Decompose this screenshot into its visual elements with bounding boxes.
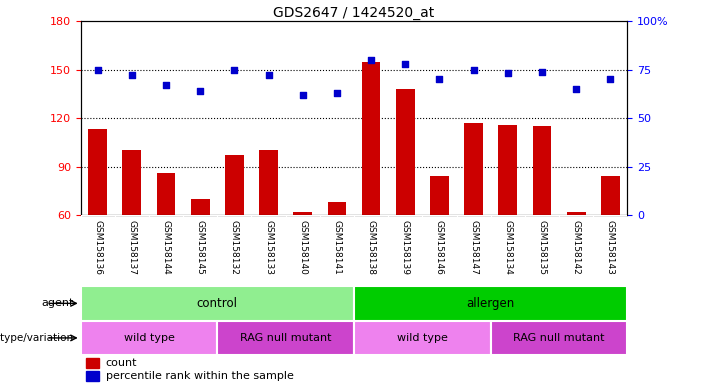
- Bar: [191, 199, 210, 215]
- Text: GSM158134: GSM158134: [503, 220, 512, 275]
- Text: count: count: [106, 358, 137, 368]
- Text: GSM158137: GSM158137: [128, 220, 137, 275]
- Text: GSM158145: GSM158145: [196, 220, 205, 275]
- Text: GSM158141: GSM158141: [332, 220, 341, 275]
- Bar: [86, 358, 100, 368]
- Bar: [259, 151, 278, 215]
- Point: [297, 92, 308, 98]
- Bar: [81, 286, 354, 321]
- Text: genotype/variation: genotype/variation: [0, 333, 74, 343]
- Point: [605, 76, 616, 83]
- Text: control: control: [197, 297, 238, 310]
- Bar: [491, 321, 627, 355]
- Point: [195, 88, 206, 94]
- Text: allergen: allergen: [467, 297, 515, 310]
- Text: GSM158143: GSM158143: [606, 220, 615, 275]
- Bar: [566, 212, 585, 215]
- Bar: [81, 321, 217, 355]
- Text: GSM158139: GSM158139: [401, 220, 410, 275]
- Point: [536, 68, 547, 74]
- Bar: [327, 202, 346, 215]
- Text: RAG null mutant: RAG null mutant: [513, 333, 605, 343]
- Point: [571, 86, 582, 92]
- Point: [263, 72, 274, 78]
- Point: [332, 90, 343, 96]
- Text: GSM158136: GSM158136: [93, 220, 102, 275]
- Text: GSM158142: GSM158142: [571, 220, 580, 275]
- Point: [468, 66, 479, 73]
- Text: GSM158133: GSM158133: [264, 220, 273, 275]
- Text: wild type: wild type: [123, 333, 175, 343]
- Point: [502, 70, 513, 76]
- Point: [434, 76, 445, 83]
- Text: GSM158132: GSM158132: [230, 220, 239, 275]
- Point: [229, 66, 240, 73]
- Point: [365, 57, 376, 63]
- Bar: [88, 129, 107, 215]
- Text: GSM158140: GSM158140: [298, 220, 307, 275]
- Bar: [498, 124, 517, 215]
- Title: GDS2647 / 1424520_at: GDS2647 / 1424520_at: [273, 6, 435, 20]
- Bar: [362, 61, 381, 215]
- Bar: [354, 286, 627, 321]
- Text: GSM158135: GSM158135: [538, 220, 547, 275]
- Text: GSM158147: GSM158147: [469, 220, 478, 275]
- Point: [400, 61, 411, 67]
- Bar: [123, 151, 142, 215]
- Text: GSM158144: GSM158144: [161, 220, 170, 275]
- Point: [92, 66, 103, 73]
- Text: RAG null mutant: RAG null mutant: [240, 333, 332, 343]
- Bar: [464, 123, 483, 215]
- Bar: [156, 173, 175, 215]
- Bar: [86, 371, 100, 381]
- Point: [161, 82, 172, 88]
- Bar: [533, 126, 552, 215]
- Text: GSM158138: GSM158138: [367, 220, 376, 275]
- Text: wild type: wild type: [397, 333, 448, 343]
- Bar: [225, 155, 244, 215]
- Bar: [601, 176, 620, 215]
- Point: [126, 72, 137, 78]
- Bar: [293, 212, 312, 215]
- Bar: [430, 176, 449, 215]
- Text: percentile rank within the sample: percentile rank within the sample: [106, 371, 294, 381]
- Bar: [396, 89, 415, 215]
- Text: GSM158146: GSM158146: [435, 220, 444, 275]
- Bar: [354, 321, 491, 355]
- Text: agent: agent: [41, 298, 74, 308]
- Bar: [217, 321, 354, 355]
